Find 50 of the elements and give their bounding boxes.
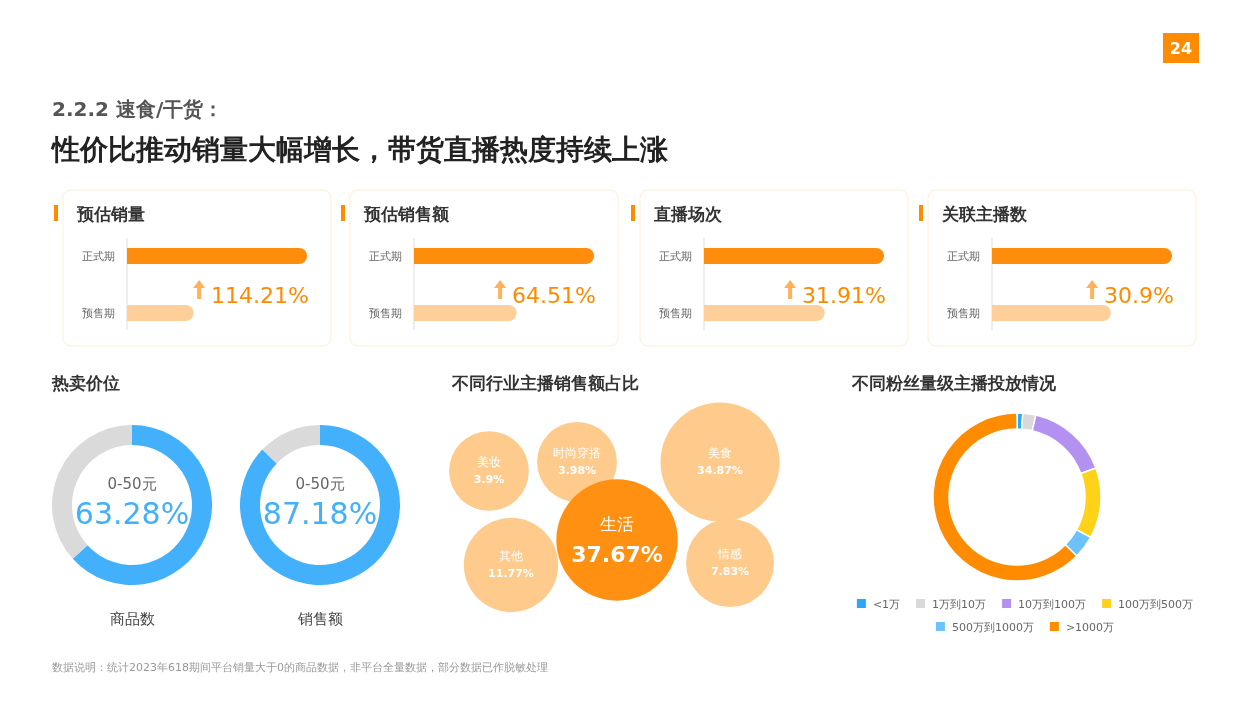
y-tick-label: 正式期 <box>82 250 115 263</box>
y-tick-label: 预售期 <box>369 307 402 320</box>
text: 销售额 <box>296 610 343 628</box>
data-label: 87.18% <box>262 496 378 531</box>
chart-title: 预估销售额 <box>363 204 450 224</box>
category-label: 其他 <box>499 549 523 563</box>
legend-label: 100万到500万 <box>1118 598 1194 611</box>
donut-slice <box>72 425 212 585</box>
data-label: 3.98% <box>557 464 597 477</box>
legend-label: 10万到100万 <box>1018 598 1087 611</box>
data-label: 7.83% <box>710 565 750 578</box>
legend-label: <1万 <box>872 598 901 611</box>
chart-title: 不同粉丝量级主播投放情况 <box>851 373 1057 393</box>
y-tick-label: 预售期 <box>659 307 692 320</box>
category-label: 时尚穿搭 <box>553 446 601 460</box>
category-label: 美妆 <box>477 455 501 469</box>
text: 性价比推动销量大幅增长，带货直播热度持续上涨 <box>50 133 669 166</box>
data-label: 11.77% <box>488 567 534 580</box>
y-tick-label: 预售期 <box>82 307 115 320</box>
text: 数据说明：统计2023年618期间平台销量大于0的商品数据，非平台全量数据，部分数据已作脱敏处理 <box>52 661 548 674</box>
category-label: 生活 <box>600 514 634 534</box>
chart-title: 热卖价位 <box>51 373 120 393</box>
text: 2.2.2 速食/干货： <box>52 97 224 121</box>
annotation: 114.21% <box>211 283 309 308</box>
data-label: 34.87% <box>697 464 743 477</box>
data-label: 37.67% <box>571 542 663 567</box>
chart-title: 关联主播数 <box>941 204 1028 224</box>
y-tick-label: 预售期 <box>947 307 980 320</box>
text: 商品数 <box>109 610 155 628</box>
donut-slice <box>262 425 320 464</box>
category-label: 美食 <box>708 446 732 460</box>
chart-title: 直播场次 <box>653 204 723 224</box>
category-label: 情感 <box>717 547 742 561</box>
text: 24 <box>1169 39 1193 58</box>
data-label: 63.28% <box>74 496 190 531</box>
y-tick-label: 正式期 <box>369 250 402 263</box>
annotation: 64.51% <box>512 283 596 308</box>
annotation: 31.91% <box>802 283 886 308</box>
slice-label: 0-50元 <box>295 475 345 493</box>
y-tick-label: 正式期 <box>659 250 692 263</box>
legend-label: >1000万 <box>1065 621 1115 634</box>
donut-slice <box>240 425 400 585</box>
data-label: 3.9% <box>473 473 505 486</box>
y-tick-label: 正式期 <box>947 250 980 263</box>
annotation: 30.9% <box>1104 283 1174 308</box>
text: 不同行业主播销售额占比 <box>451 373 639 393</box>
chart-title: 预估销量 <box>76 204 145 224</box>
legend-label: 1万到10万 <box>932 598 987 611</box>
slice-label: 0-50元 <box>107 475 157 493</box>
legend-label: 500万到1000万 <box>951 621 1034 634</box>
